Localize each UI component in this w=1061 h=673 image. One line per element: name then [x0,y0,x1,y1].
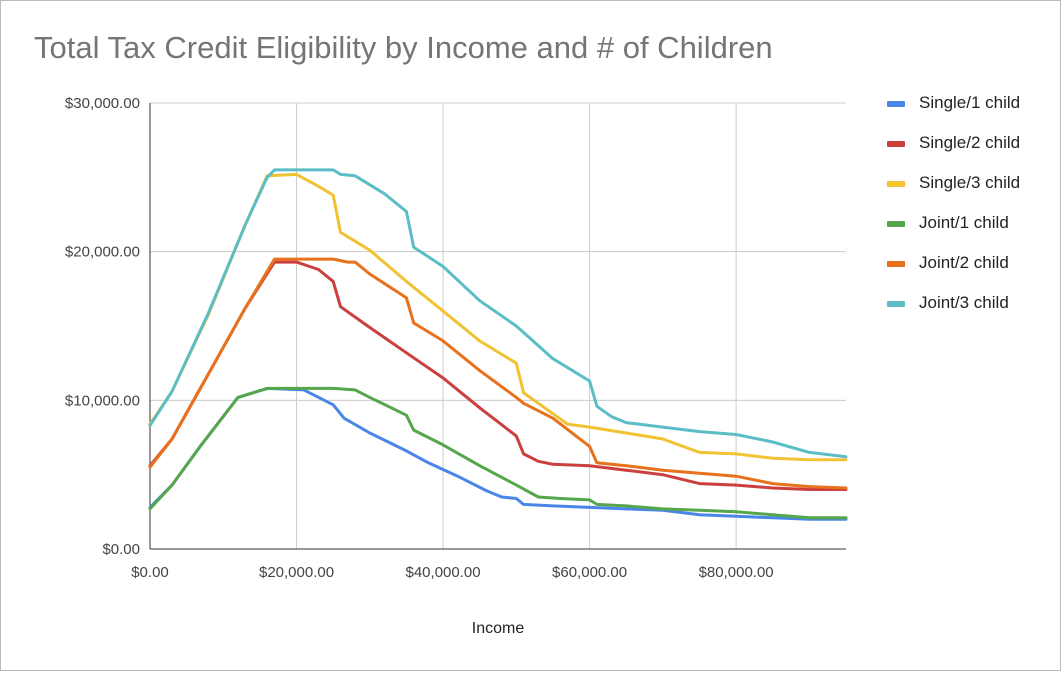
legend-swatch [887,301,905,307]
grid-layer [150,102,846,549]
x-tick-label: $60,000.00 [552,564,627,581]
series-line-single-3-child [148,172,848,462]
series-line-joint-2-child [148,257,848,490]
legend-swatch [887,221,905,227]
legend-swatch [887,141,905,147]
chart-title: Total Tax Credit Eligibility by Income a… [34,30,773,65]
legend-label: Joint/2 child [919,253,1009,272]
legend-label: Single/2 child [919,133,1021,152]
series-line-joint-3-child [148,168,848,459]
legend-label: Single/1 child [919,93,1021,112]
series-line-single-2-child [148,260,848,491]
y-tick-label: $30,000.00 [65,95,140,112]
legend-swatch [887,101,905,107]
x-tick-label: $40,000.00 [406,564,481,581]
series-layer [148,168,848,521]
y-tick-label: $0.00 [102,541,140,558]
x-tick-label: $0.00 [131,564,169,581]
series-line-joint-1-child [148,386,848,520]
y-tick-label: $10,000.00 [65,392,140,409]
x-tick-label: $20,000.00 [259,564,334,581]
axis-layer: $0.00 $10,000.00 $20,000.00 $30,000.00 $0.00… [65,95,846,581]
x-tick-label: $80,000.00 [699,564,774,581]
y-tick-label: $20,000.00 [65,244,140,261]
legend-swatch [887,261,905,267]
legend-label: Single/3 child [919,173,1021,192]
legend-label: Joint/1 child [919,213,1009,232]
x-axis-title: Income [472,620,525,637]
legend-label: Joint/3 child [919,293,1009,312]
legend-swatch [887,181,905,187]
